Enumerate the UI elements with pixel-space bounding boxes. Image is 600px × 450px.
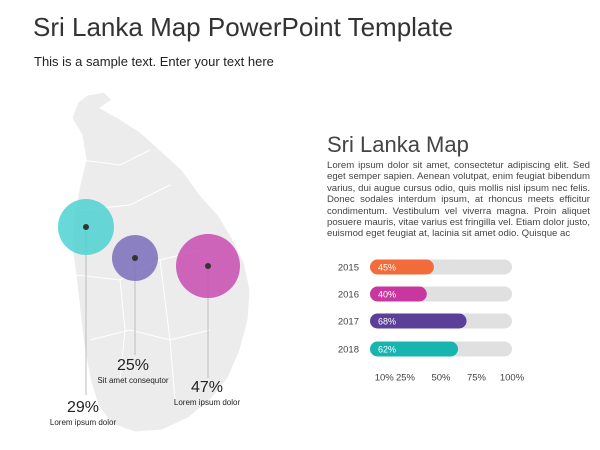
marker-label: Lorem ipsum dolor bbox=[174, 398, 241, 407]
text-body: Lorem ipsum dolor sit amet, consectetur … bbox=[327, 160, 590, 240]
y-tick-label: 2015 bbox=[338, 263, 359, 274]
x-tick-label: 75% bbox=[467, 373, 487, 384]
bar bbox=[370, 259, 434, 275]
bar bbox=[370, 341, 459, 357]
value-label: 40% bbox=[378, 289, 396, 299]
bar bbox=[370, 313, 467, 329]
value-label: 45% bbox=[378, 262, 396, 272]
marker-dot bbox=[132, 255, 138, 261]
map-shape bbox=[71, 91, 251, 433]
value-label: 62% bbox=[378, 344, 396, 354]
bar bbox=[370, 286, 427, 302]
marker-label: Lorem ipsum dolor bbox=[50, 418, 117, 427]
x-tick-label: 50% bbox=[431, 373, 451, 384]
x-tick-label: 10% bbox=[375, 373, 395, 384]
marker-value: 47% bbox=[191, 379, 223, 396]
text-heading: Sri Lanka Map bbox=[327, 132, 469, 157]
y-tick-label: 2018 bbox=[338, 345, 359, 356]
marker-value: 29% bbox=[67, 399, 99, 416]
slide-subtitle: This is a sample text. Enter your text h… bbox=[34, 54, 274, 69]
slide-title: Sri Lanka Map PowerPoint Template bbox=[33, 12, 454, 42]
marker-dot bbox=[83, 224, 89, 230]
marker-label: Sit amet consequtor bbox=[97, 376, 168, 385]
y-tick-label: 2017 bbox=[338, 317, 359, 328]
marker-value: 25% bbox=[117, 357, 149, 374]
x-tick-label: 100% bbox=[500, 373, 525, 384]
value-label: 68% bbox=[378, 316, 396, 326]
x-tick-label: 25% bbox=[396, 373, 416, 384]
y-tick-label: 2016 bbox=[338, 290, 359, 301]
marker-dot bbox=[205, 263, 211, 269]
